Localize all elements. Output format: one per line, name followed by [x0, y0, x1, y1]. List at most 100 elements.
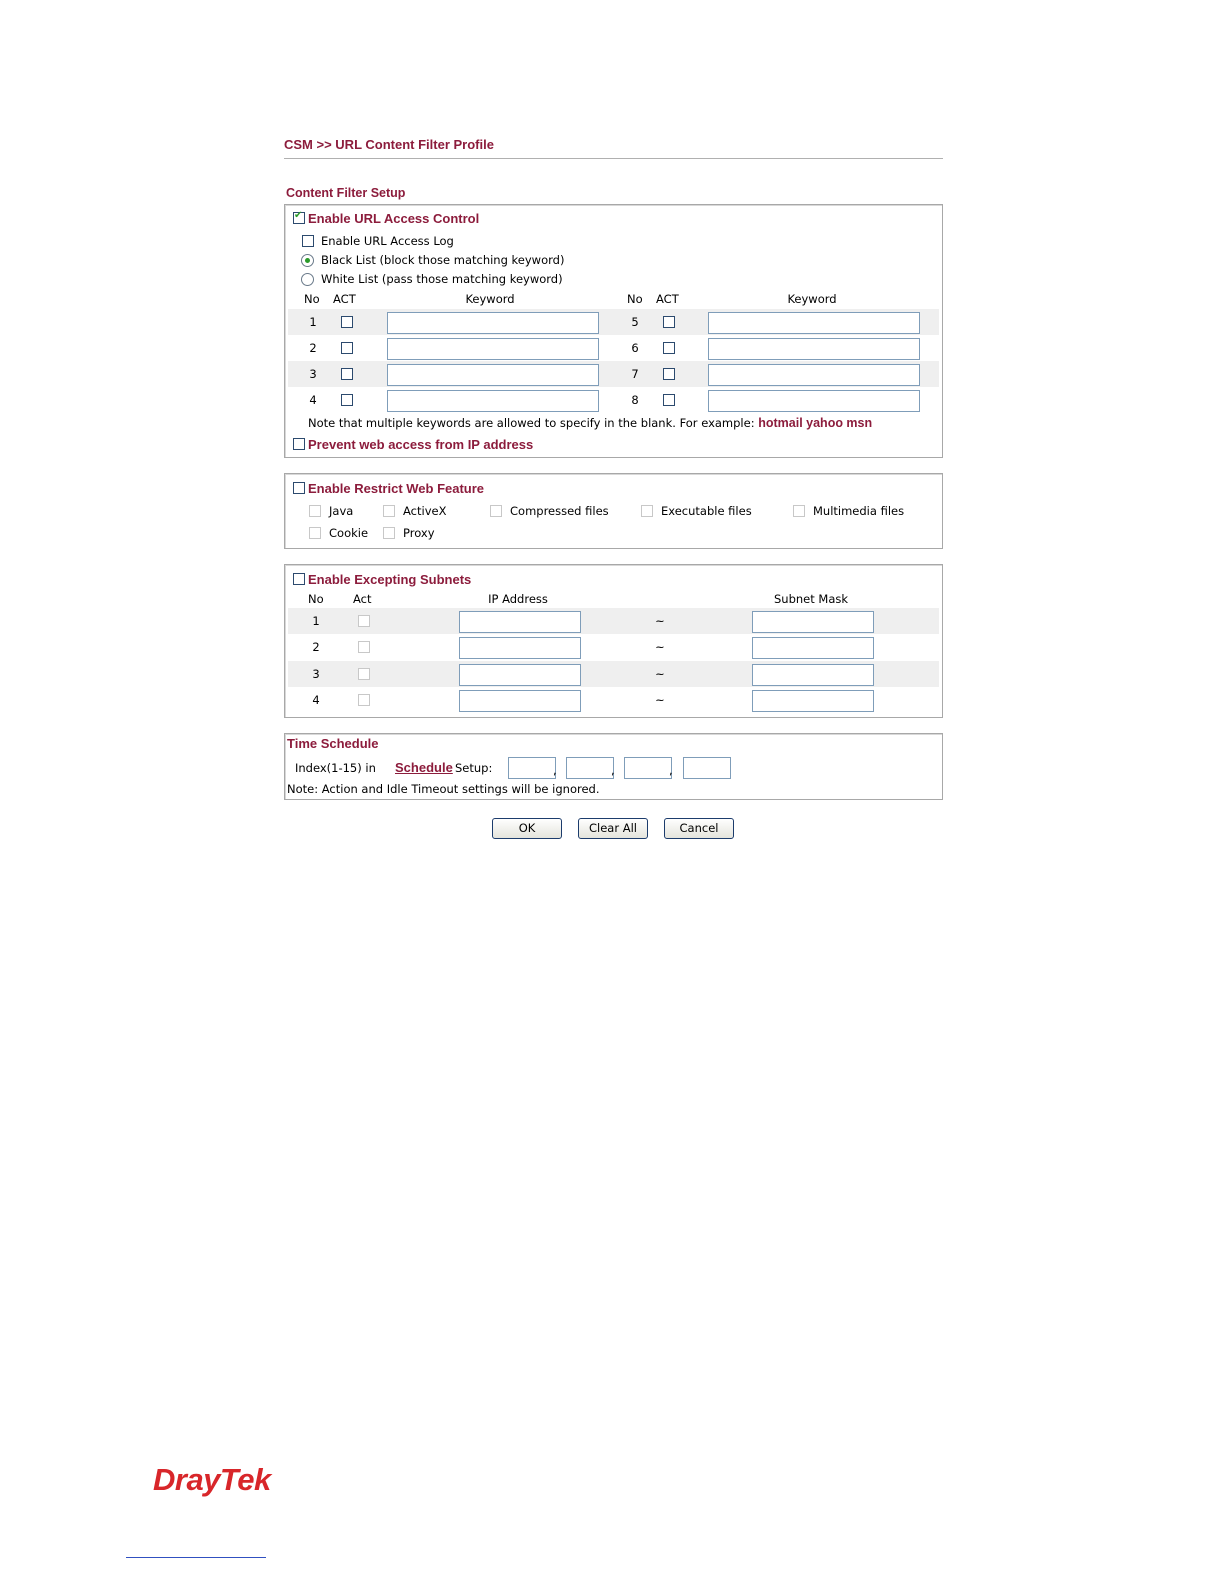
tilde-separator: ~ — [655, 667, 665, 681]
col-no: No — [308, 592, 324, 606]
enable-excepting-subnets-checkbox[interactable] — [293, 573, 305, 585]
time-schedule-panel — [284, 733, 943, 800]
ip-address-input[interactable] — [459, 637, 581, 659]
subnet-row-no: 2 — [312, 640, 320, 654]
schedule-index-4[interactable] — [683, 757, 731, 779]
enable-url-access-log-label: Enable URL Access Log — [321, 234, 454, 248]
enable-url-access-control-checkbox[interactable] — [293, 210, 305, 224]
enable-restrict-web-checkbox[interactable] — [293, 482, 305, 494]
restrict-web-panel — [284, 473, 943, 549]
keyword-act-checkbox[interactable] — [341, 394, 353, 406]
keyword-act-checkbox[interactable] — [663, 368, 675, 380]
prevent-ip-label: Prevent web access from IP address — [308, 437, 534, 452]
keyword-input[interactable] — [708, 364, 920, 386]
subnet-row-no: 3 — [312, 667, 320, 681]
col-act: Act — [353, 592, 372, 606]
keyword-input[interactable] — [387, 312, 599, 334]
feature-label: Executable files — [661, 504, 752, 518]
col-no: No — [304, 292, 320, 306]
white-list-radio[interactable] — [301, 273, 314, 286]
keyword-input[interactable] — [387, 364, 599, 386]
ip-address-input[interactable] — [459, 690, 581, 712]
keyword-note-example: hotmail yahoo msn — [758, 416, 873, 430]
col-subnet-mask: Subnet Mask — [773, 592, 849, 606]
black-list-label: Black List (block those matching keyword… — [321, 253, 565, 267]
feature-checkbox-executable-files[interactable] — [641, 505, 653, 517]
divider — [284, 158, 943, 159]
breadcrumb: CSM >> URL Content Filter Profile — [284, 137, 494, 152]
comma: , — [553, 763, 557, 777]
feature-label: Proxy — [403, 526, 435, 540]
keyword-row-no: 6 — [631, 341, 639, 355]
keyword-input[interactable] — [708, 390, 920, 412]
enable-url-access-control-label: Enable URL Access Control — [308, 211, 480, 226]
white-list-label: White List (pass those matching keyword) — [321, 272, 563, 286]
section-title: Content Filter Setup — [286, 186, 406, 200]
subnet-row-no: 1 — [312, 614, 320, 628]
keyword-act-checkbox[interactable] — [663, 316, 675, 328]
keyword-input[interactable] — [708, 338, 920, 360]
feature-label: Multimedia files — [813, 504, 905, 518]
keyword-input[interactable] — [387, 338, 599, 360]
tilde-separator: ~ — [655, 614, 665, 628]
feature-checkbox-multimedia-files[interactable] — [793, 505, 805, 517]
feature-label: ActiveX — [403, 504, 447, 518]
keyword-act-checkbox[interactable] — [341, 316, 353, 328]
keyword-row-no: 5 — [631, 315, 639, 329]
keyword-row-no: 3 — [309, 367, 317, 381]
subnet-mask-input[interactable] — [752, 611, 874, 633]
schedule-index-2[interactable] — [566, 757, 614, 779]
col-keyword: Keyword — [465, 292, 515, 306]
prevent-ip-checkbox[interactable] — [293, 438, 305, 450]
subnet-row-no: 4 — [312, 693, 320, 707]
keyword-act-checkbox[interactable] — [663, 342, 675, 354]
setup-suffix: Setup: — [455, 761, 493, 775]
keyword-row-no: 4 — [309, 393, 317, 407]
keyword-act-checkbox[interactable] — [341, 368, 353, 380]
ok-button[interactable]: OK — [492, 818, 562, 839]
subnet-mask-input[interactable] — [752, 664, 874, 686]
ip-address-input[interactable] — [459, 611, 581, 633]
feature-checkbox-cookie[interactable] — [309, 527, 321, 539]
keyword-row-no: 1 — [309, 315, 317, 329]
subnet-act-checkbox[interactable] — [358, 668, 370, 680]
keyword-note-text: Note that multiple keywords are allowed … — [308, 416, 755, 430]
subnet-mask-input[interactable] — [752, 690, 874, 712]
enable-url-access-log-checkbox[interactable] — [302, 235, 314, 247]
black-list-radio[interactable] — [301, 254, 314, 267]
cancel-button[interactable]: Cancel — [664, 818, 734, 839]
subnet-mask-input[interactable] — [752, 637, 874, 659]
keyword-input[interactable] — [387, 390, 599, 412]
col-keyword: Keyword — [787, 292, 837, 306]
col-ip-address: IP Address — [488, 592, 548, 606]
enable-excepting-subnets-label: Enable Excepting Subnets — [308, 572, 472, 587]
col-act: ACT — [656, 292, 679, 306]
keyword-act-checkbox[interactable] — [663, 394, 675, 406]
excepting-subnets-panel — [284, 564, 943, 718]
keyword-note: Note that multiple keywords are allowed … — [308, 416, 872, 430]
schedule-index-3[interactable] — [624, 757, 672, 779]
feature-checkbox-java[interactable] — [309, 505, 321, 517]
ip-address-input[interactable] — [459, 664, 581, 686]
clear-all-button[interactable]: Clear All — [578, 818, 648, 839]
footer-rule — [126, 1557, 266, 1558]
keyword-row-no: 7 — [631, 367, 639, 381]
keyword-input[interactable] — [708, 312, 920, 334]
feature-label: Java — [329, 504, 354, 518]
feature-checkbox-activex[interactable] — [383, 505, 395, 517]
feature-checkbox-compressed-files[interactable] — [490, 505, 502, 517]
feature-label: Compressed files — [510, 504, 609, 518]
feature-checkbox-proxy[interactable] — [383, 527, 395, 539]
feature-label: Cookie — [329, 526, 369, 540]
schedule-link[interactable]: Schedule — [395, 760, 453, 775]
schedule-index-1[interactable] — [508, 757, 556, 779]
col-act: ACT — [333, 292, 356, 306]
subnet-act-checkbox[interactable] — [358, 694, 370, 706]
subnet-act-checkbox[interactable] — [358, 641, 370, 653]
url-access-panel — [284, 204, 943, 458]
keyword-act-checkbox[interactable] — [341, 342, 353, 354]
comma: , — [669, 763, 673, 777]
keyword-row-no: 2 — [309, 341, 317, 355]
subnet-act-checkbox[interactable] — [358, 615, 370, 627]
